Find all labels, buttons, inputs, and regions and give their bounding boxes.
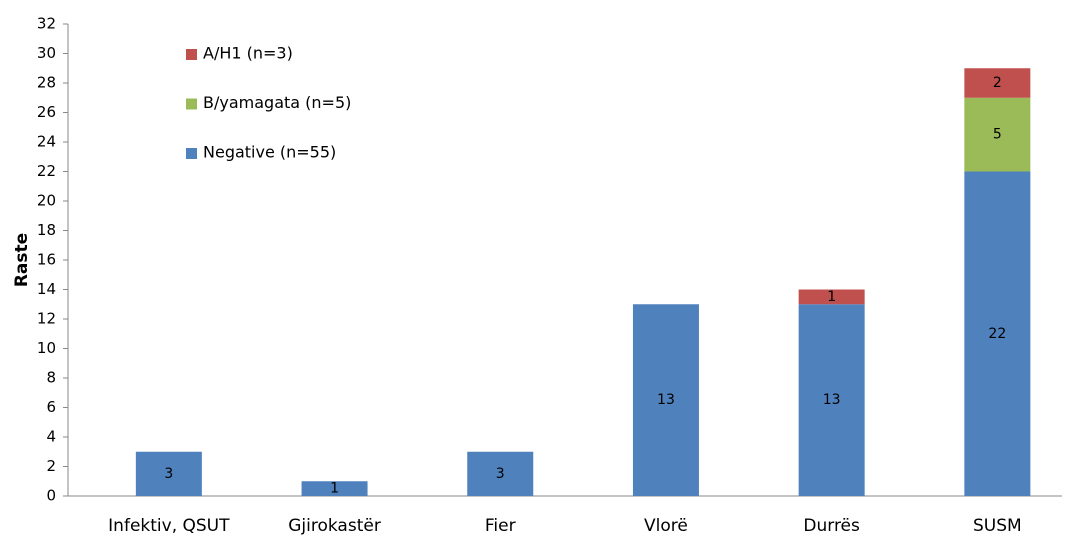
data-label: 3 [164, 466, 173, 482]
x-tick-label: Gjirokastër [288, 516, 381, 536]
data-label: 1 [827, 289, 836, 305]
data-label: 22 [988, 326, 1006, 342]
legend-swatch [186, 49, 197, 60]
bar-segment [632, 304, 699, 496]
x-tick-label: SUSM [973, 516, 1022, 536]
data-label: 5 [993, 127, 1002, 143]
y-tick-label: 6 [46, 398, 56, 416]
bar-segment [964, 97, 1031, 172]
data-label: 2 [993, 75, 1002, 91]
y-tick-label: 30 [37, 44, 56, 62]
bar-segment [798, 289, 865, 305]
y-tick-label: 20 [37, 192, 56, 210]
legend-swatch [186, 148, 197, 159]
bar-segment [798, 304, 865, 496]
x-tick-label: Vlorë [644, 516, 688, 536]
y-tick-label: 10 [37, 339, 56, 357]
bar-segment [467, 451, 534, 496]
y-tick-label: 24 [37, 133, 56, 151]
legend-label: Negative (n=55) [203, 143, 336, 162]
y-tick-label: 14 [37, 280, 56, 298]
data-label: 13 [823, 392, 841, 408]
y-tick-label: 0 [46, 487, 56, 505]
bar-segment [964, 171, 1031, 496]
y-tick-label: 16 [37, 251, 56, 269]
data-label: 13 [657, 392, 675, 408]
bar-segment [135, 451, 202, 496]
data-label: 1 [330, 481, 339, 497]
bar-segment [964, 68, 1031, 98]
y-tick-label: 26 [37, 103, 56, 121]
legend-label: A/H1 (n=3) [203, 44, 293, 63]
y-tick-label: 22 [37, 162, 56, 180]
y-tick-label: 2 [46, 457, 56, 475]
y-tick-label: 12 [37, 310, 56, 328]
y-tick-label: 32 [37, 15, 56, 33]
x-tick-label: Fier [485, 516, 516, 536]
y-tick-label: 4 [46, 428, 56, 446]
y-tick-label: 18 [37, 221, 56, 239]
bar-segment [301, 481, 368, 496]
x-tick-label: Durrës [803, 516, 860, 536]
legend-swatch [186, 98, 197, 110]
data-label: 3 [496, 466, 505, 482]
y-tick-label: 28 [37, 74, 56, 92]
y-axis-label: Raste [12, 233, 32, 287]
x-tick-label: Infektiv, QSUT [108, 516, 230, 536]
y-tick-label: 8 [46, 369, 56, 387]
legend-label: B/yamagata (n=5) [203, 93, 351, 112]
